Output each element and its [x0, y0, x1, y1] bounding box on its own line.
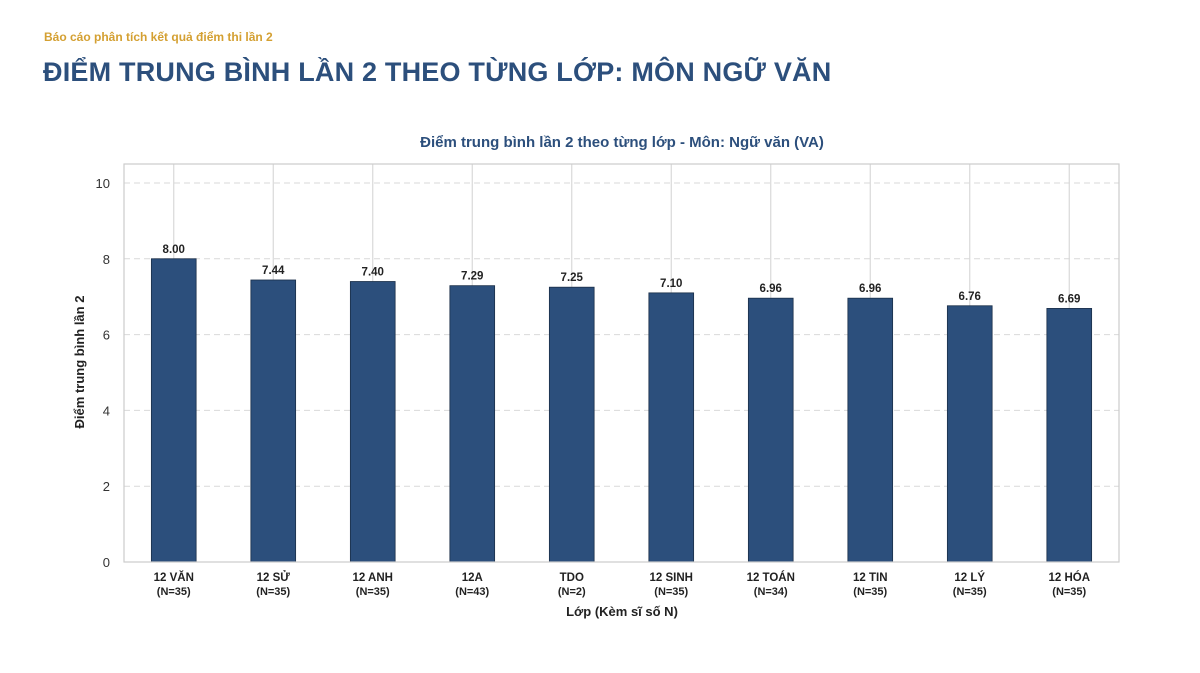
chart-title: Điểm trung bình lần 2 theo từng lớp - Mô… — [420, 134, 824, 151]
x-tick-label: 12 VĂN — [154, 571, 194, 584]
x-tick-sublabel: (N=35) — [853, 586, 887, 598]
y-tick-label: 2 — [103, 479, 110, 494]
x-tick-label: 12 LÝ — [954, 571, 985, 584]
report-label: Báo cáo phân tích kết quả điểm thi lần 2 — [44, 30, 273, 44]
bar-value-label: 7.25 — [561, 272, 584, 284]
page-title: ĐIỂM TRUNG BÌNH LẦN 2 THEO TỪNG LỚP: MÔN… — [43, 57, 832, 87]
x-tick-label: 12 TOÁN — [747, 571, 795, 584]
x-tick-sublabel: (N=2) — [558, 586, 586, 598]
y-tick-label: 0 — [103, 555, 110, 570]
bar-value-label: 7.10 — [660, 278, 682, 290]
y-tick-label: 8 — [103, 252, 110, 267]
x-tick-label: TDO — [560, 572, 584, 584]
bar — [1046, 308, 1093, 563]
x-tick-label: 12 TIN — [853, 572, 888, 584]
x-tick-sublabel: (N=35) — [256, 586, 290, 598]
bar — [250, 279, 297, 563]
plot-frame — [123, 163, 1120, 563]
x-tick-sublabel: (N=35) — [1052, 586, 1086, 598]
bar — [946, 305, 993, 563]
x-tick-sublabel: (N=35) — [356, 586, 390, 598]
bar — [648, 292, 695, 563]
x-tick-sublabel: (N=34) — [754, 586, 788, 598]
bar-value-label: 6.96 — [859, 283, 881, 295]
x-tick-label: 12A — [462, 572, 483, 584]
x-tick-label: 12 ANH — [353, 572, 393, 584]
bar-value-label: 6.76 — [959, 291, 981, 303]
bar — [847, 297, 894, 563]
bar-value-label: 7.40 — [362, 267, 384, 279]
bar — [349, 281, 396, 563]
x-tick-label: 12 HÓA — [1048, 571, 1090, 584]
bar-value-label: 8.00 — [163, 244, 185, 256]
bar — [548, 286, 595, 563]
x-tick-sublabel: (N=35) — [953, 586, 987, 598]
bar-value-label: 6.69 — [1058, 293, 1080, 305]
x-tick-sublabel: (N=43) — [455, 586, 489, 598]
x-tick-label: 12 SỬ — [257, 571, 291, 584]
bar-value-label: 7.29 — [461, 271, 483, 283]
bar-value-label: 6.96 — [760, 283, 782, 295]
bar-value-label: 7.44 — [262, 265, 285, 277]
x-tick-label: 12 SINH — [650, 572, 693, 584]
y-axis-label: Điểm trung bình lần 2 — [72, 296, 87, 429]
y-tick-label: 6 — [103, 328, 110, 343]
x-tick-sublabel: (N=35) — [157, 586, 191, 598]
y-tick-label: 10 — [96, 176, 110, 191]
x-tick-sublabel: (N=35) — [654, 586, 688, 598]
x-axis-label: Lớp (Kèm sĩ số N) — [566, 604, 678, 619]
bar — [150, 258, 197, 563]
y-tick-label: 4 — [103, 403, 110, 418]
bar — [449, 285, 496, 563]
bar — [747, 297, 794, 563]
